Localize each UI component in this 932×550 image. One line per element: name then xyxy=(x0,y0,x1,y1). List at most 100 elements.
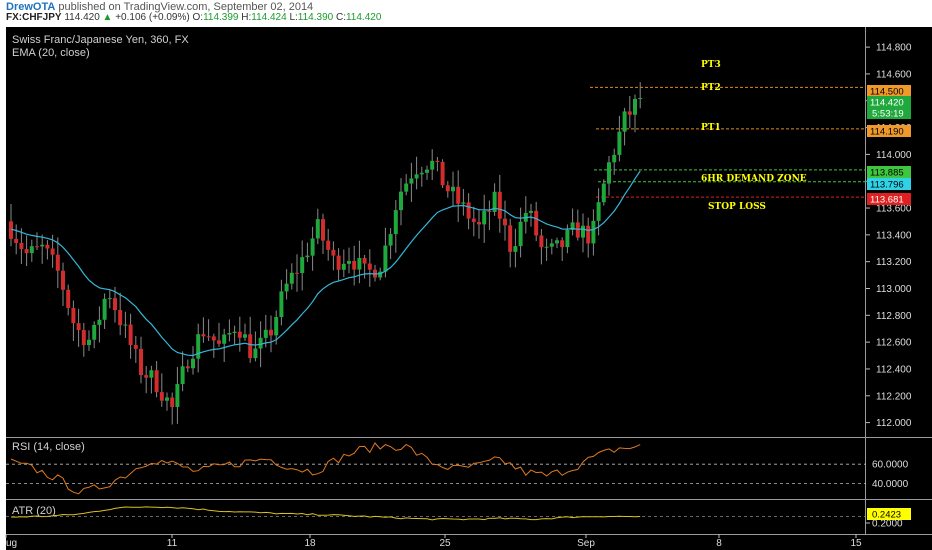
candle xyxy=(404,183,409,192)
candle xyxy=(175,384,180,407)
tag-last-box xyxy=(867,96,911,108)
price-tick-label: 114.800 xyxy=(876,43,912,54)
tag-zone-bottom: 113.796 xyxy=(870,180,904,191)
candle xyxy=(310,238,315,256)
candle xyxy=(622,111,627,132)
candle xyxy=(440,162,445,186)
main-pane[interactable] xyxy=(6,27,866,437)
candle xyxy=(71,307,76,324)
price-tick-label: 114.600 xyxy=(876,69,912,80)
candle xyxy=(102,298,107,320)
candle xyxy=(347,260,351,264)
annotation-pt1: PT1 xyxy=(701,123,721,133)
candle xyxy=(331,249,336,256)
candle xyxy=(435,160,440,163)
time-tick-label: 8 xyxy=(716,538,722,549)
candle xyxy=(487,211,492,213)
candle xyxy=(113,298,117,311)
candle xyxy=(503,218,507,226)
candle xyxy=(61,270,65,290)
last-price: 114.420 xyxy=(64,12,100,23)
price-tick-label: 113.200 xyxy=(876,257,912,268)
candle xyxy=(388,234,393,246)
candle xyxy=(565,229,570,248)
price-tick-label: 113.400 xyxy=(876,230,912,241)
candle xyxy=(383,245,388,272)
publish-line: DrewOTA published on TradingView.com, Se… xyxy=(6,1,313,13)
annotation-pt3: PT3 xyxy=(701,60,721,70)
candle xyxy=(40,244,45,247)
candle xyxy=(581,225,585,238)
candle xyxy=(154,370,159,393)
candle xyxy=(29,246,34,254)
candle xyxy=(50,248,55,255)
candle xyxy=(555,240,559,244)
tag-pt1: 114.190 xyxy=(870,127,904,138)
candle xyxy=(586,225,591,244)
candle xyxy=(159,392,164,401)
candle xyxy=(128,324,133,345)
candle xyxy=(591,220,596,244)
price-change: +0.106 (+0.09%) xyxy=(115,12,190,23)
candle xyxy=(430,160,435,170)
candle xyxy=(518,221,523,247)
candle xyxy=(425,169,429,173)
rsi-tick-label: 40.0000 xyxy=(872,479,909,490)
time-tick-label: 25 xyxy=(439,538,451,549)
candle xyxy=(55,254,60,271)
candle xyxy=(92,324,97,340)
rsi-pane[interactable] xyxy=(6,438,866,499)
tag-pt1-box xyxy=(867,125,911,137)
close-value: 114.420 xyxy=(345,12,382,23)
candle xyxy=(367,263,372,270)
candle xyxy=(529,210,533,213)
candle xyxy=(248,334,253,359)
price-tick-label: 112.000 xyxy=(876,418,912,429)
candle xyxy=(315,219,320,239)
candle xyxy=(139,348,143,376)
candle xyxy=(123,324,128,326)
main-legend-title: Swiss Franc/Japanese Yen, 360, FX xyxy=(12,34,189,46)
quote-line: FX:CHFJPY 114.420 ▲ +0.106 (+0.09%) O:11… xyxy=(6,12,381,23)
candle xyxy=(14,238,19,244)
candle xyxy=(9,221,13,239)
candle xyxy=(66,289,71,308)
candle xyxy=(544,246,549,248)
rsi-legend: RSI (14, close) xyxy=(12,441,85,453)
candle xyxy=(97,319,102,325)
high-label: H: xyxy=(241,12,252,23)
candle xyxy=(539,235,544,248)
publish-info: published on TradingView.com, September … xyxy=(58,1,314,13)
time-axis[interactable] xyxy=(6,534,932,550)
candle xyxy=(274,317,279,336)
candle xyxy=(201,334,206,337)
candle xyxy=(508,225,513,252)
candle xyxy=(482,211,487,225)
annotation-pt2: PT2 xyxy=(701,83,721,93)
candle xyxy=(118,310,123,326)
candle xyxy=(513,246,518,252)
candle xyxy=(217,340,221,344)
candle xyxy=(638,98,643,100)
candle xyxy=(409,178,414,184)
candle xyxy=(76,323,81,331)
candle xyxy=(607,162,611,184)
candle xyxy=(393,210,398,235)
author-name[interactable]: DrewOTA xyxy=(6,1,56,13)
tag-countdown-box xyxy=(867,107,911,119)
price-tick-label: 113.600 xyxy=(876,204,912,215)
candle xyxy=(87,339,91,346)
time-tick-label: 11 xyxy=(167,538,178,549)
candle xyxy=(456,186,461,204)
symbol: FX:CHFJPY xyxy=(6,12,62,23)
candle xyxy=(492,191,497,212)
candle xyxy=(170,397,175,407)
candle xyxy=(575,222,580,238)
rsi-tick-label: 60.0000 xyxy=(872,460,909,471)
candle xyxy=(451,186,455,192)
candle xyxy=(45,244,50,249)
price-tick-label: 112.400 xyxy=(876,364,912,375)
tag-zone-top-box xyxy=(867,166,911,178)
annotation-demand-zone: 6HR DEMAND ZONE xyxy=(701,174,807,184)
